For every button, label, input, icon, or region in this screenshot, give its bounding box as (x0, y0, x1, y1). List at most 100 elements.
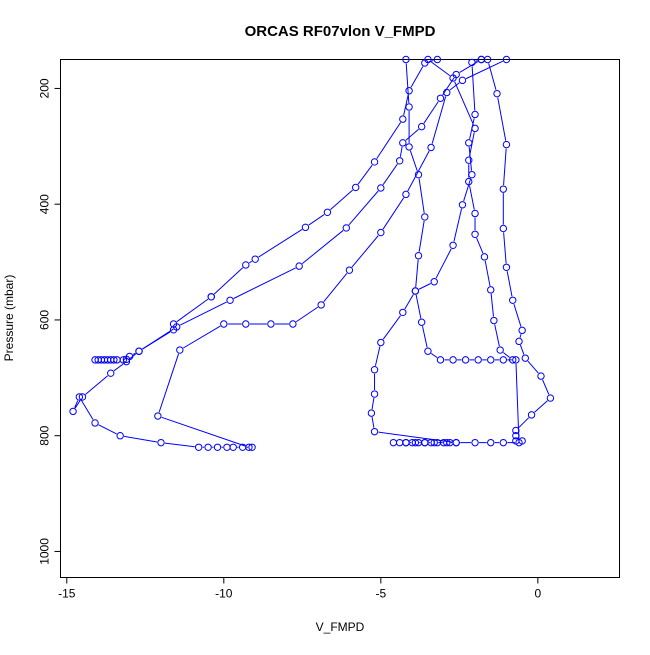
data-point (411, 287, 420, 295)
x-tick-label: -15 (58, 587, 76, 601)
data-point (414, 170, 423, 179)
data-series (483, 55, 555, 445)
data-point (509, 296, 517, 304)
data-point (458, 76, 467, 85)
data-point (452, 438, 460, 447)
data-point (521, 354, 529, 362)
data-point (119, 356, 128, 364)
data-point (461, 356, 470, 364)
data-point (424, 55, 432, 64)
y-tick-label: 400 (38, 194, 52, 214)
data-point (493, 89, 501, 98)
data-point (389, 438, 398, 447)
series-line (74, 60, 434, 448)
series-line (488, 63, 550, 439)
data-point (377, 228, 385, 237)
data-point (449, 356, 457, 364)
x-tick-label: -10 (215, 587, 233, 601)
series-line (158, 60, 504, 447)
data-point (370, 366, 379, 374)
data-point (204, 443, 212, 451)
data-point (405, 87, 413, 95)
data-point (502, 140, 511, 149)
data-point (471, 230, 479, 238)
data-point (154, 412, 162, 420)
data-point (402, 438, 410, 447)
data-point (487, 286, 495, 294)
data-point (468, 58, 476, 67)
x-tick-label: -5 (375, 587, 386, 601)
plot-frame (60, 59, 620, 578)
data-point (458, 201, 467, 209)
data-point (411, 438, 420, 447)
data-series (367, 55, 486, 447)
data-point (537, 372, 545, 380)
data-point (465, 139, 473, 147)
data-point (436, 94, 445, 102)
data-point (207, 293, 215, 301)
data-point (546, 394, 555, 402)
data-point (399, 115, 407, 123)
data-point (405, 103, 413, 111)
data-point (107, 369, 115, 377)
data-point (345, 266, 354, 274)
data-point (515, 438, 523, 447)
data-point (502, 263, 511, 271)
data-point (157, 438, 165, 447)
data-point (433, 55, 442, 64)
data-point (223, 443, 231, 451)
data-point (242, 261, 250, 269)
data-point (471, 110, 479, 119)
data-point (342, 224, 350, 232)
y-tick-label: 200 (38, 78, 52, 98)
data-point (395, 438, 404, 447)
data-point (436, 356, 445, 364)
data-point (402, 190, 410, 199)
data-point (515, 337, 523, 346)
y-tick-label: 600 (38, 310, 52, 330)
data-point (430, 278, 438, 286)
data-series (154, 55, 511, 451)
data-point (518, 326, 526, 335)
data-point (465, 156, 473, 164)
data-point (213, 443, 222, 451)
data-point (229, 443, 237, 451)
data-point (417, 318, 426, 326)
x-axis-label: V_FMPD (316, 620, 365, 634)
data-point (75, 393, 84, 401)
y-axis-label: Pressure (mbar) (2, 275, 16, 362)
data-point (474, 356, 482, 364)
data-point (377, 338, 385, 347)
data-point (421, 213, 429, 221)
data-point (301, 223, 310, 232)
chart-title: ORCAS RF07vlon V_FMPD (245, 23, 436, 40)
data-point (220, 320, 228, 328)
series-line (430, 61, 510, 358)
data-point (502, 55, 511, 64)
data-point (427, 143, 435, 152)
data-point (471, 209, 479, 218)
data-point (414, 252, 423, 260)
data-point (405, 143, 413, 151)
x-axis: -15 -10 -5 0 (58, 577, 542, 601)
data-point (402, 55, 410, 64)
data-point (317, 301, 325, 309)
data-point (367, 409, 376, 417)
data-point (471, 438, 479, 447)
data-point (421, 438, 429, 447)
x-tick-label: 0 (535, 587, 542, 601)
data-point (116, 432, 124, 440)
data-point (78, 393, 87, 401)
data-point (370, 427, 379, 436)
data-point (399, 139, 407, 147)
data-point (499, 185, 508, 193)
data-point (496, 346, 504, 354)
data-point (135, 347, 143, 355)
data-point (499, 224, 508, 233)
data-point (487, 438, 495, 447)
data-point (471, 124, 479, 133)
data-point (468, 170, 476, 179)
data-point (194, 443, 203, 451)
data-point (395, 157, 404, 165)
